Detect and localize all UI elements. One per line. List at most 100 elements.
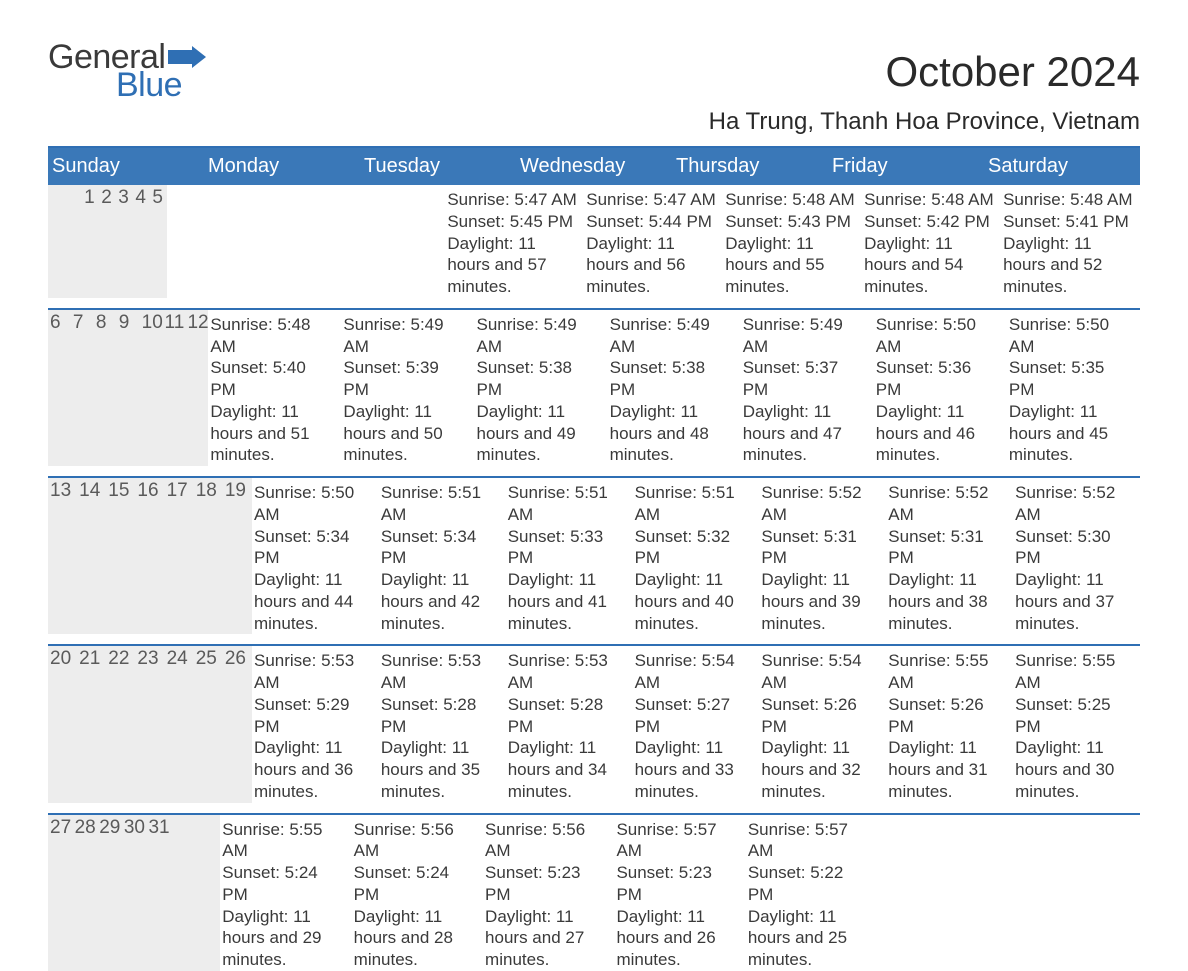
calendar-day: 24 (165, 646, 194, 802)
sunrise-line: Sunrise: 5:51 AM (381, 482, 500, 526)
sunrise-line: Sunrise: 5:50 AM (1009, 314, 1134, 358)
day-number: 24 (165, 646, 188, 672)
day-number: 21 (77, 646, 100, 672)
sunset-line: Sunset: 5:24 PM (354, 862, 477, 906)
daybody-row: Sunrise: 5:48 AMSunset: 5:40 PMDaylight:… (208, 310, 1140, 466)
calendar-day: 23 (135, 646, 164, 802)
calendar-day-body: Sunrise: 5:48 AMSunset: 5:42 PMDaylight:… (862, 185, 1001, 298)
sunrise-line: Sunrise: 5:54 AM (761, 650, 880, 694)
calendar-day-body: Sunrise: 5:50 AMSunset: 5:34 PMDaylight:… (252, 478, 379, 634)
daylight-line: Daylight: 11 hours and 46 minutes. (876, 401, 1001, 466)
day-number: 23 (135, 646, 158, 672)
calendar-day-body: Sunrise: 5:50 AMSunset: 5:36 PMDaylight:… (874, 310, 1007, 466)
calendar-day: 5 (150, 185, 167, 298)
calendar-day: 18 (194, 478, 223, 634)
sunset-line: Sunset: 5:29 PM (254, 694, 373, 738)
day-number: 26 (223, 646, 246, 672)
calendar-day-body: Sunrise: 5:49 AMSunset: 5:38 PMDaylight:… (608, 310, 741, 466)
day-number: 22 (106, 646, 129, 672)
daylight-line: Daylight: 11 hours and 47 minutes. (743, 401, 868, 466)
calendar-day-body: Sunrise: 5:52 AMSunset: 5:30 PMDaylight:… (1013, 478, 1140, 634)
day-number (65, 185, 76, 211)
sunrise-line: Sunrise: 5:57 AM (748, 819, 871, 863)
sunset-line: Sunset: 5:34 PM (254, 526, 373, 570)
calendar-day (65, 185, 82, 298)
calendar-day-body: Sunrise: 5:47 AMSunset: 5:44 PMDaylight:… (584, 185, 723, 298)
calendar-day: 13 (48, 478, 77, 634)
sunrise-line: Sunrise: 5:51 AM (508, 482, 627, 526)
calendar-day: 22 (106, 646, 135, 802)
calendar-day-body: Sunrise: 5:48 AMSunset: 5:43 PMDaylight:… (723, 185, 862, 298)
daylight-line: Daylight: 11 hours and 25 minutes. (748, 906, 871, 971)
sunset-line: Sunset: 5:26 PM (761, 694, 880, 738)
daylight-line: Daylight: 11 hours and 42 minutes. (381, 569, 500, 634)
calendar-day-body: Sunrise: 5:55 AMSunset: 5:24 PMDaylight:… (220, 815, 351, 971)
sunrise-line: Sunrise: 5:48 AM (1003, 189, 1134, 211)
sunrise-line: Sunrise: 5:47 AM (447, 189, 578, 211)
calendar-day: 7 (71, 310, 94, 466)
calendar-day-body: Sunrise: 5:48 AMSunset: 5:40 PMDaylight:… (208, 310, 341, 466)
calendar-day-body: Sunrise: 5:57 AMSunset: 5:22 PMDaylight:… (746, 815, 877, 971)
sunrise-line: Sunrise: 5:49 AM (477, 314, 602, 358)
calendar-day-body: Sunrise: 5:51 AMSunset: 5:32 PMDaylight:… (633, 478, 760, 634)
calendar-day: 27 (48, 815, 73, 971)
sunset-line: Sunset: 5:26 PM (888, 694, 1007, 738)
calendar-day: 26 (223, 646, 252, 802)
sunset-line: Sunset: 5:43 PM (725, 211, 856, 233)
day-number: 20 (48, 646, 71, 672)
daylight-line: Daylight: 11 hours and 41 minutes. (508, 569, 627, 634)
sunrise-line: Sunrise: 5:50 AM (876, 314, 1001, 358)
daylight-line: Daylight: 11 hours and 49 minutes. (477, 401, 602, 466)
day-number: 10 (140, 310, 157, 336)
calendar-day: 30 (122, 815, 147, 971)
header: General Blue October 2024 (48, 40, 1140, 102)
sunrise-line: Sunrise: 5:56 AM (485, 819, 608, 863)
day-header: Wednesday (516, 148, 672, 185)
daylight-line: Daylight: 11 hours and 37 minutes. (1015, 569, 1134, 634)
sunset-line: Sunset: 5:31 PM (761, 526, 880, 570)
calendar-day: 15 (106, 478, 135, 634)
day-header: Thursday (672, 148, 828, 185)
sunrise-line: Sunrise: 5:50 AM (254, 482, 373, 526)
sunset-line: Sunset: 5:24 PM (222, 862, 345, 906)
calendar-day-body: Sunrise: 5:54 AMSunset: 5:27 PMDaylight:… (633, 646, 760, 802)
calendar-day: 29 (97, 815, 122, 971)
calendar-day: 6 (48, 310, 71, 466)
sunrise-line: Sunrise: 5:53 AM (381, 650, 500, 694)
day-number: 28 (73, 815, 92, 841)
sunset-line: Sunset: 5:28 PM (508, 694, 627, 738)
daylight-line: Daylight: 11 hours and 32 minutes. (761, 737, 880, 802)
daylight-line: Daylight: 11 hours and 26 minutes. (616, 906, 739, 971)
day-number: 29 (97, 815, 116, 841)
day-number (48, 185, 59, 211)
calendar-day: 21 (77, 646, 106, 802)
sunrise-line: Sunrise: 5:56 AM (354, 819, 477, 863)
daynum-row: 13141516171819 (48, 478, 252, 634)
daylight-line: Daylight: 11 hours and 29 minutes. (222, 906, 345, 971)
sunrise-line: Sunrise: 5:49 AM (343, 314, 468, 358)
calendar-week: 20212223242526Sunrise: 5:53 AMSunset: 5:… (48, 644, 1140, 802)
daylight-line: Daylight: 11 hours and 34 minutes. (508, 737, 627, 802)
sunrise-line: Sunrise: 5:49 AM (610, 314, 735, 358)
sunset-line: Sunset: 5:27 PM (635, 694, 754, 738)
calendar-day: 10 (140, 310, 163, 466)
page-title: October 2024 (885, 48, 1140, 96)
day-number (171, 815, 190, 841)
calendar-day-body: Sunrise: 5:50 AMSunset: 5:35 PMDaylight:… (1007, 310, 1140, 466)
day-number: 6 (48, 310, 65, 336)
day-number: 17 (165, 478, 188, 504)
calendar-day-body: Sunrise: 5:54 AMSunset: 5:26 PMDaylight:… (759, 646, 886, 802)
sunrise-line: Sunrise: 5:51 AM (635, 482, 754, 526)
sunset-line: Sunset: 5:32 PM (635, 526, 754, 570)
calendar-day: 2 (99, 185, 116, 298)
calendar-day-body: Sunrise: 5:55 AMSunset: 5:25 PMDaylight:… (1013, 646, 1140, 802)
sunset-line: Sunset: 5:36 PM (876, 357, 1001, 401)
daylight-line: Daylight: 11 hours and 31 minutes. (888, 737, 1007, 802)
calendar-day-body: Sunrise: 5:55 AMSunset: 5:26 PMDaylight:… (886, 646, 1013, 802)
sunrise-line: Sunrise: 5:55 AM (222, 819, 345, 863)
calendar-day: 19 (223, 478, 252, 634)
sunset-line: Sunset: 5:42 PM (864, 211, 995, 233)
sunset-line: Sunset: 5:31 PM (888, 526, 1007, 570)
calendar-day-body (167, 185, 306, 298)
sunrise-line: Sunrise: 5:47 AM (586, 189, 717, 211)
